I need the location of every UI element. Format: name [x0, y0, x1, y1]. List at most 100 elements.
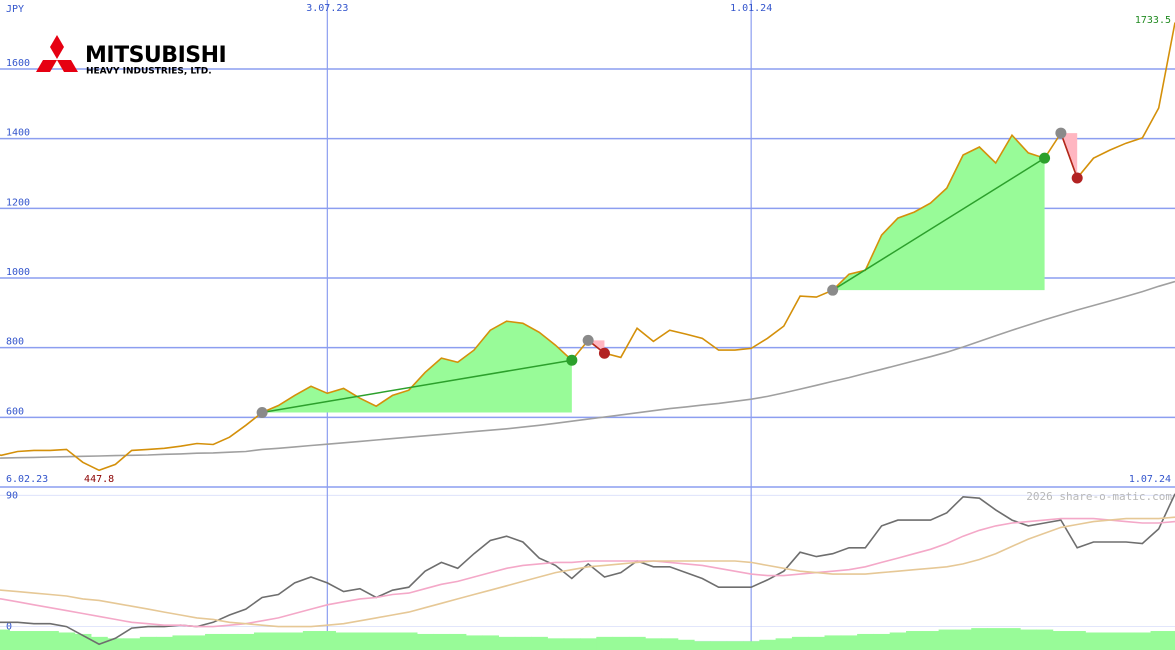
bar — [482, 635, 499, 650]
bar — [824, 635, 842, 650]
bar — [400, 632, 418, 650]
bar — [335, 632, 353, 650]
bar — [938, 629, 956, 650]
bar — [612, 636, 630, 650]
logo-name: MITSUBISHI — [85, 43, 226, 68]
bar — [319, 631, 336, 650]
entry-marker — [827, 284, 839, 296]
exit-marker — [1039, 152, 1051, 164]
bar — [1069, 631, 1086, 650]
bar — [1020, 629, 1037, 650]
trade-area — [262, 321, 572, 413]
y-tick-label: 600 — [6, 406, 24, 417]
y-tick-label: 1600 — [6, 58, 30, 69]
bar — [759, 639, 777, 650]
bar — [1166, 631, 1175, 650]
bar — [677, 639, 695, 650]
trade-line — [1060, 132, 1078, 179]
y-tick-label: 0 — [6, 622, 12, 633]
line — [0, 516, 1175, 628]
x-tick-label: 3.07.23 — [306, 3, 348, 14]
bar — [351, 632, 369, 650]
last-value-label: 1733.5 — [1135, 15, 1171, 26]
exit-marker — [1071, 172, 1083, 184]
bar — [580, 638, 597, 650]
bar — [1101, 632, 1119, 650]
bar — [188, 635, 206, 650]
bar — [661, 638, 679, 650]
x-tick-label: 6.02.23 — [6, 474, 48, 485]
bar — [221, 633, 239, 650]
bar — [645, 638, 663, 650]
bar — [775, 638, 793, 650]
bar — [433, 633, 451, 650]
bar — [726, 641, 744, 650]
bar — [873, 633, 891, 650]
logo: MITSUBISHI HEAVY INDUSTRIES, LTD. — [36, 35, 227, 77]
bar — [498, 636, 516, 650]
bar — [172, 635, 190, 650]
trade-line — [261, 359, 572, 414]
bar — [596, 636, 614, 650]
bar — [1085, 632, 1103, 650]
bar — [416, 633, 434, 650]
line — [0, 517, 1175, 628]
bar — [906, 631, 923, 650]
bar — [808, 636, 826, 650]
logo-diamond — [57, 60, 78, 72]
bar — [628, 636, 646, 650]
bar — [987, 628, 1005, 650]
bar — [384, 632, 402, 650]
bar — [1003, 628, 1021, 650]
bar — [922, 631, 940, 650]
bar — [0, 629, 10, 650]
bar — [563, 638, 581, 650]
y-tick-label: 800 — [6, 337, 24, 348]
bar — [889, 632, 907, 650]
bar — [123, 638, 141, 650]
bar — [156, 636, 173, 650]
bar — [547, 638, 565, 650]
bar — [42, 631, 59, 650]
logo-diamond — [36, 60, 57, 72]
entry-marker — [1055, 127, 1067, 139]
bar — [1134, 632, 1152, 650]
bar — [694, 641, 711, 650]
bar — [1150, 631, 1168, 650]
bar — [857, 633, 874, 650]
bar — [514, 636, 532, 650]
bar — [449, 633, 467, 650]
bar — [465, 635, 483, 650]
bar — [1052, 631, 1070, 650]
min-value-label: 447.8 — [84, 474, 114, 485]
bar — [368, 632, 385, 650]
bar — [205, 633, 222, 650]
bar — [840, 635, 858, 650]
y-tick-label: 1200 — [6, 197, 30, 208]
bar — [1117, 632, 1135, 650]
bar — [971, 628, 989, 650]
bar — [791, 636, 809, 650]
bar — [286, 632, 304, 650]
bar — [1036, 629, 1054, 650]
y-tick-label: 90 — [6, 490, 18, 501]
y-axis-label: JPY — [6, 4, 24, 15]
bar — [743, 641, 760, 650]
trade-line — [832, 157, 1045, 291]
bar — [237, 633, 255, 650]
entry-marker — [582, 334, 594, 346]
bar — [954, 629, 972, 650]
bar — [710, 641, 728, 650]
line — [0, 22, 1175, 472]
bar — [25, 631, 43, 650]
bar — [270, 632, 288, 650]
exit-marker — [566, 354, 578, 366]
logo-diamond — [50, 35, 64, 59]
line — [0, 493, 1175, 646]
bar — [253, 632, 271, 650]
bar — [139, 636, 157, 650]
bar — [302, 631, 320, 650]
logo-subtitle: HEAVY INDUSTRIES, LTD. — [86, 67, 212, 77]
